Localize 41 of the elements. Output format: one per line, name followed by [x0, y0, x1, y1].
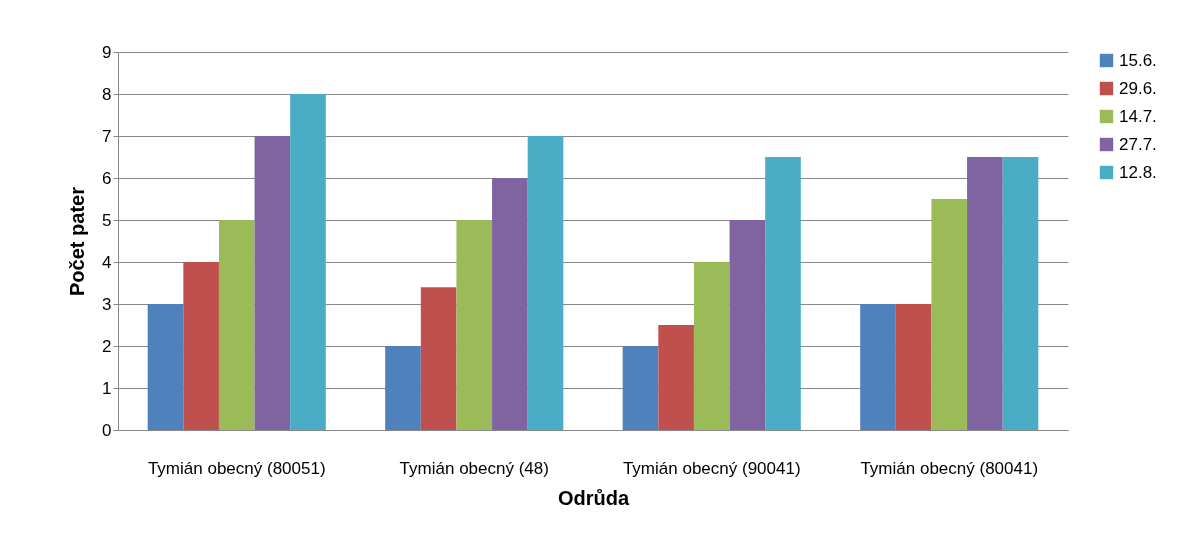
y-tick-label: 0: [102, 420, 112, 440]
y-tick-label: 4: [102, 252, 112, 272]
bar: [492, 178, 528, 430]
bar: [693, 262, 730, 430]
bar: [765, 157, 801, 430]
bar: [218, 220, 255, 430]
y-tick-label: 7: [102, 126, 112, 146]
bar: [622, 346, 659, 430]
legend-label: 12.8.: [1119, 162, 1157, 182]
bar: [420, 287, 457, 430]
bar: [895, 304, 932, 430]
y-tick-label: 5: [102, 210, 112, 230]
x-tick-label: Tymián obecný (80051): [147, 458, 326, 478]
bar: [860, 304, 896, 430]
bar: [931, 199, 968, 430]
y-tick-label: 2: [102, 336, 112, 356]
bar: [729, 220, 766, 430]
bar: [147, 304, 184, 430]
bar: [967, 157, 1003, 430]
bar: [527, 136, 564, 430]
legend-label: 15.6.: [1119, 50, 1157, 70]
bar: [183, 262, 219, 430]
y-tick-label: 9: [102, 42, 112, 62]
x-tick-label: Tymián obecný (80041): [860, 458, 1039, 478]
y-tick-label: 8: [102, 84, 112, 104]
bar: [456, 220, 493, 430]
x-tick-label: Tymián obecný (48): [399, 458, 549, 478]
y-tick-label: 3: [102, 294, 112, 314]
legend-label: 14.7.: [1119, 106, 1157, 126]
bar: [254, 136, 291, 430]
legend-label: 27.7.: [1119, 134, 1157, 154]
bar: [658, 325, 694, 430]
bar: [290, 94, 326, 430]
y-axis-title: Počet pater: [66, 186, 89, 296]
x-axis-title: Odrůda: [557, 486, 630, 509]
bar: [1002, 157, 1039, 430]
x-tick-label: Tymián obecný (90041): [622, 458, 801, 478]
bar: [385, 346, 421, 430]
legend-label: 29.6.: [1119, 78, 1157, 98]
y-tick-label: 1: [102, 378, 112, 398]
y-tick-label: 6: [102, 168, 112, 188]
